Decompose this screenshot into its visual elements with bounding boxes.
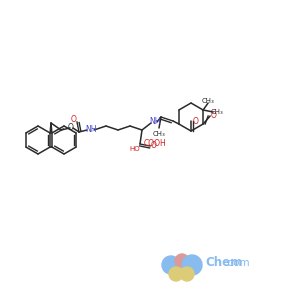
- Circle shape: [180, 267, 194, 281]
- Text: COOH: COOH: [144, 139, 167, 148]
- Text: CH₃: CH₃: [202, 98, 214, 104]
- Circle shape: [175, 254, 189, 268]
- Text: NH: NH: [85, 125, 97, 134]
- Text: O: O: [151, 142, 157, 151]
- Circle shape: [169, 267, 183, 281]
- Text: CH₃: CH₃: [211, 109, 224, 115]
- Text: CH₃: CH₃: [153, 131, 165, 137]
- Text: O: O: [68, 124, 74, 133]
- Text: NH: NH: [149, 118, 161, 127]
- Text: O: O: [210, 112, 216, 121]
- Text: O: O: [193, 116, 199, 125]
- Text: Chem: Chem: [205, 256, 242, 269]
- Text: .com: .com: [225, 258, 250, 268]
- Text: O: O: [71, 115, 77, 124]
- Text: HO: HO: [129, 146, 140, 152]
- Circle shape: [162, 256, 180, 274]
- Circle shape: [182, 255, 202, 275]
